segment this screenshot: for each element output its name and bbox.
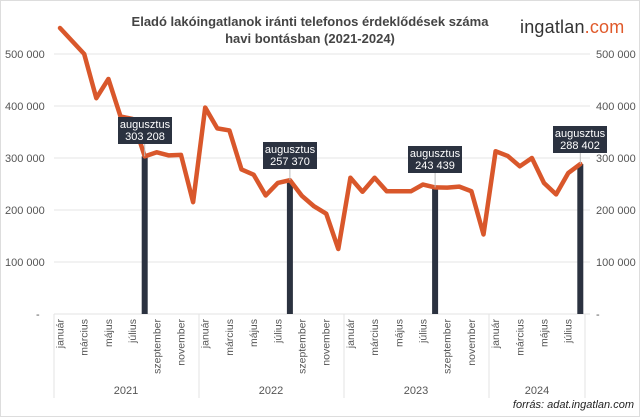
y-tick-right: 500 000: [596, 49, 636, 61]
month-label: július: [127, 319, 139, 344]
highlight-bar: [577, 164, 584, 314]
y-tick-right: 300 000: [596, 153, 636, 165]
month-label: január: [490, 319, 502, 350]
logo-text: ingatlan: [520, 17, 585, 37]
y-tick-left: 400 000: [5, 101, 45, 113]
highlight-month: augusztus: [265, 144, 316, 156]
y-tick-right: 100 000: [596, 257, 636, 269]
y-tick-left: -: [36, 309, 40, 321]
month-label: január: [345, 319, 357, 350]
highlight-month: augusztus: [120, 119, 171, 131]
logo-accent: .com: [584, 17, 625, 37]
month-label: november: [176, 319, 188, 366]
highlight-label-box: [118, 117, 172, 144]
month-label: november: [321, 319, 333, 366]
month-label: szeptember: [151, 318, 163, 373]
highlight-bar: [141, 156, 148, 314]
source-note: forrás: adat.ingatlan.com: [512, 399, 634, 411]
year-label: 2022: [259, 385, 283, 397]
highlight-value: 288 402: [560, 140, 600, 152]
title-line-1: Eladó lakóingatlanok iránti telefonos ér…: [131, 14, 489, 29]
month-label: január: [200, 319, 212, 350]
y-tick-right: 400 000: [596, 101, 636, 113]
month-label: május: [248, 319, 260, 347]
highlight-month: augusztus: [555, 128, 606, 140]
y-tick-right: -: [596, 309, 600, 321]
month-label: március: [514, 319, 526, 356]
highlight-value: 243 439: [415, 160, 455, 172]
highlight-label-box: [408, 146, 462, 173]
chart-title: Eladó lakóingatlanok iránti telefonos ér…: [100, 13, 520, 47]
year-label: 2024: [525, 385, 549, 397]
title-line-2: havi bontásban (2021-2024): [225, 31, 395, 46]
month-label: március: [369, 319, 381, 356]
y-tick-right: 200 000: [596, 205, 636, 217]
month-label: november: [466, 319, 478, 366]
highlight-label-box: [553, 126, 607, 153]
year-label: 2021: [114, 385, 138, 397]
month-label: szeptember: [442, 318, 454, 373]
month-label: március: [79, 319, 91, 356]
highlight-label-box: [263, 142, 317, 169]
highlight-month: augusztus: [410, 148, 461, 160]
highlight-value: 257 370: [270, 156, 310, 168]
month-label: május: [103, 319, 115, 347]
y-tick-left: 100 000: [5, 257, 45, 269]
month-label: július: [272, 319, 284, 344]
year-label: 2023: [404, 385, 428, 397]
highlight-bar: [432, 187, 439, 314]
y-tick-left: 200 000: [5, 205, 45, 217]
month-label: május: [393, 319, 405, 347]
highlight-bar: [286, 180, 293, 314]
y-tick-left: 300 000: [5, 153, 45, 165]
month-label: március: [224, 319, 236, 356]
month-label: május: [539, 319, 551, 347]
ingatlan-logo: ingatlan.com: [520, 17, 624, 38]
y-tick-left: 500 000: [5, 49, 45, 61]
month-label: július: [563, 319, 575, 344]
month-label: január: [55, 319, 67, 350]
series-line: [57, 25, 583, 252]
month-label: szeptember: [297, 318, 309, 373]
highlight-value: 303 208: [125, 131, 165, 143]
month-label: július: [418, 319, 430, 344]
